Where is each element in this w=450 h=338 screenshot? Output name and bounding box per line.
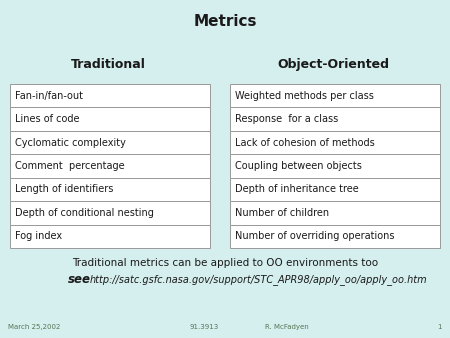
Bar — [230, 131, 440, 154]
Text: Coupling between objects: Coupling between objects — [235, 161, 362, 171]
Bar — [10, 201, 210, 224]
Text: Number of children: Number of children — [235, 208, 329, 218]
Text: Weighted methods per class: Weighted methods per class — [235, 91, 374, 101]
Bar — [10, 84, 210, 107]
Text: Number of overriding operations: Number of overriding operations — [235, 231, 395, 241]
Text: March 25,2002: March 25,2002 — [8, 324, 60, 330]
Bar — [230, 154, 440, 178]
Text: Object-Oriented: Object-Oriented — [277, 58, 389, 71]
Text: Depth of conditional nesting: Depth of conditional nesting — [15, 208, 154, 218]
Bar — [230, 178, 440, 201]
Text: Metrics: Metrics — [193, 14, 257, 29]
Text: Traditional: Traditional — [71, 58, 145, 71]
Bar — [10, 107, 210, 131]
Text: 91.3913: 91.3913 — [190, 324, 219, 330]
Text: Fog index: Fog index — [15, 231, 62, 241]
Bar — [230, 84, 440, 107]
Text: http://satc.gsfc.nasa.gov/support/STC_APR98/apply_oo/apply_oo.htm: http://satc.gsfc.nasa.gov/support/STC_AP… — [90, 274, 428, 285]
Text: see: see — [68, 273, 91, 286]
Bar — [10, 224, 210, 248]
Text: Cyclomatic complexity: Cyclomatic complexity — [15, 138, 126, 148]
Bar — [230, 107, 440, 131]
Text: 1: 1 — [437, 324, 442, 330]
Bar — [230, 201, 440, 224]
Bar — [230, 224, 440, 248]
Text: Lack of cohesion of methods: Lack of cohesion of methods — [235, 138, 375, 148]
Text: Traditional metrics can be applied to OO environments too: Traditional metrics can be applied to OO… — [72, 258, 378, 268]
Bar — [10, 154, 210, 178]
Text: Response  for a class: Response for a class — [235, 114, 338, 124]
Text: R. McFadyen: R. McFadyen — [265, 324, 309, 330]
Text: Comment  percentage: Comment percentage — [15, 161, 125, 171]
Text: Length of identifiers: Length of identifiers — [15, 185, 113, 194]
Text: Fan-in/fan-out: Fan-in/fan-out — [15, 91, 83, 101]
Bar — [10, 178, 210, 201]
Bar — [10, 131, 210, 154]
Text: Lines of code: Lines of code — [15, 114, 80, 124]
Text: Depth of inheritance tree: Depth of inheritance tree — [235, 185, 359, 194]
